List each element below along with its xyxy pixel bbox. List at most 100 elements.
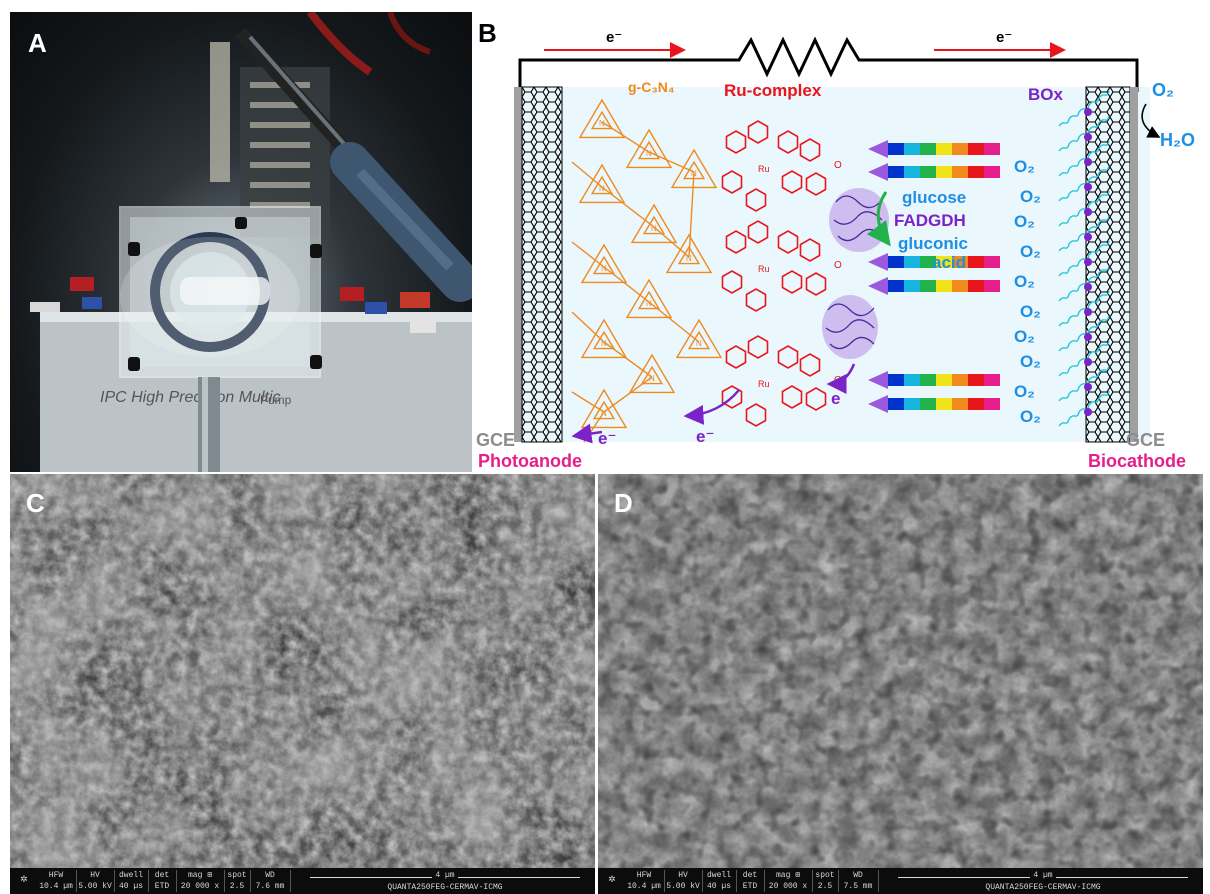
linker-segment xyxy=(952,374,968,386)
box-dot xyxy=(1084,283,1092,291)
gcn-unit xyxy=(675,318,723,359)
box-dot xyxy=(1084,333,1092,341)
linker-head xyxy=(868,371,888,389)
linker-segment xyxy=(936,280,952,292)
linker-segment xyxy=(920,280,936,292)
ru-ligand-ring xyxy=(721,170,743,194)
linker-head xyxy=(868,277,888,295)
gcn-bond xyxy=(571,391,605,413)
o2-wavy-lines xyxy=(1058,90,1110,427)
linker-segment xyxy=(984,143,1000,155)
linker-segment xyxy=(920,143,936,155)
gce-right-label: GCE xyxy=(1126,430,1165,450)
gcn-bond xyxy=(601,186,655,228)
box-dot xyxy=(1084,308,1092,316)
gce-left-label: GCE xyxy=(476,430,515,450)
o2-diffusion-line xyxy=(1058,365,1110,402)
anode-electron-label: e⁻ xyxy=(598,429,616,448)
ru-ligand-ring xyxy=(777,130,799,154)
o2-diffusion-line xyxy=(1058,340,1110,377)
rainbow-linkers xyxy=(868,140,1000,413)
box-dot xyxy=(1084,383,1092,391)
ru-ligand-ring xyxy=(745,288,767,312)
oxygen-atom: O xyxy=(834,160,842,171)
gcn-ring xyxy=(592,330,616,350)
ru-ligand-ring xyxy=(721,270,743,294)
gcn-unit xyxy=(580,318,628,359)
fadgdh-enzyme-bottom xyxy=(822,295,878,359)
gcn-ring xyxy=(687,330,711,350)
linker-segment xyxy=(904,398,920,410)
ru-ligand-ring xyxy=(747,120,769,144)
linker-segment xyxy=(920,166,936,178)
gcn-unit xyxy=(628,353,676,394)
o2-diffusion-line xyxy=(1058,265,1110,302)
linker-segment xyxy=(952,280,968,292)
panel-label-d: D xyxy=(614,488,633,518)
sem-panel-d: D ✲ HFW 10.4 µm HV 5.00 kV dwell 40 µs det E… xyxy=(598,474,1203,894)
external-circuit-resistor xyxy=(518,36,1139,92)
ru-to-gcn-electron-arrow xyxy=(683,389,740,425)
ru-ligand-ring xyxy=(721,385,743,409)
linker-head xyxy=(868,253,888,271)
pump-label: IPC High Precision Multic xyxy=(100,389,281,406)
cnt-photoanode xyxy=(521,86,563,443)
photo-fuel-cell-device: IPC High Precision Multic Pump xyxy=(30,12,472,472)
gcn-bond xyxy=(653,226,690,258)
o2-diffusion-line xyxy=(1058,315,1110,352)
gcn-ring xyxy=(642,215,666,235)
sem-info-bar-c: ✲ HFW 10.4 µm HV 5.00 kV dwell 40 µs det ETD… xyxy=(10,868,595,894)
gcn-bond xyxy=(648,301,700,343)
oxygen-reduction-arrow xyxy=(1141,103,1161,138)
linker-segment xyxy=(904,143,920,155)
ru-ligand-ring xyxy=(745,403,767,427)
o2-reactant-label: O₂ xyxy=(1152,80,1174,100)
linker-segment xyxy=(888,398,904,410)
linker-segment xyxy=(952,256,968,268)
linker-segment xyxy=(984,256,1000,268)
gcn-n-atom: N xyxy=(651,224,657,233)
gcn-n-atom: N xyxy=(686,254,692,263)
box-dot xyxy=(1084,233,1092,241)
o2-diffusion-line xyxy=(1058,90,1110,127)
gce-left-plate xyxy=(514,87,522,442)
sem-micrograph-c xyxy=(10,474,595,868)
gcn-bond xyxy=(648,151,695,173)
gcn-unit xyxy=(580,243,628,284)
photoanode-label: Photoanode xyxy=(478,451,582,471)
o2-diffusion-line xyxy=(1058,140,1110,177)
sem-micrograph-d xyxy=(598,474,1203,868)
gcn-n-atom: N xyxy=(601,264,607,273)
gcn-unit xyxy=(578,98,626,139)
o2-label: O₂ xyxy=(1020,187,1041,206)
ru-ligand-ring xyxy=(781,270,803,294)
o2-label: O₂ xyxy=(1014,382,1035,401)
gcn-bond xyxy=(603,376,653,413)
gcn-n-atom: N xyxy=(696,339,702,348)
electron-label-left: e⁻ xyxy=(606,29,622,46)
box-dot xyxy=(1084,158,1092,166)
linker-segment xyxy=(888,143,904,155)
gcn-n-atom: N xyxy=(599,119,605,128)
gcn-bond xyxy=(571,311,605,343)
enzyme-electron-label: e xyxy=(831,389,840,408)
linker-segment xyxy=(904,374,920,386)
gcn-n-atom: N xyxy=(601,339,607,348)
ru-complex-label: Ru-complex xyxy=(724,81,822,100)
glucose-oxidation-arrow xyxy=(866,191,891,247)
gcn-unit xyxy=(665,233,713,274)
linker-segment xyxy=(968,256,984,268)
gluconic-label: gluconic xyxy=(898,234,968,253)
linker-segment xyxy=(968,374,984,386)
linker-segment xyxy=(920,256,936,268)
o2-label: O₂ xyxy=(1020,302,1041,321)
ru-center: Ru xyxy=(758,264,770,274)
linker-segment xyxy=(888,280,904,292)
linker-segment xyxy=(936,166,952,178)
linker-segment xyxy=(936,143,952,155)
o2-label: O₂ xyxy=(1014,212,1035,231)
o2-diffusion-line xyxy=(1058,240,1110,277)
gcn-unit xyxy=(578,163,626,204)
gcn-unit xyxy=(625,278,673,319)
